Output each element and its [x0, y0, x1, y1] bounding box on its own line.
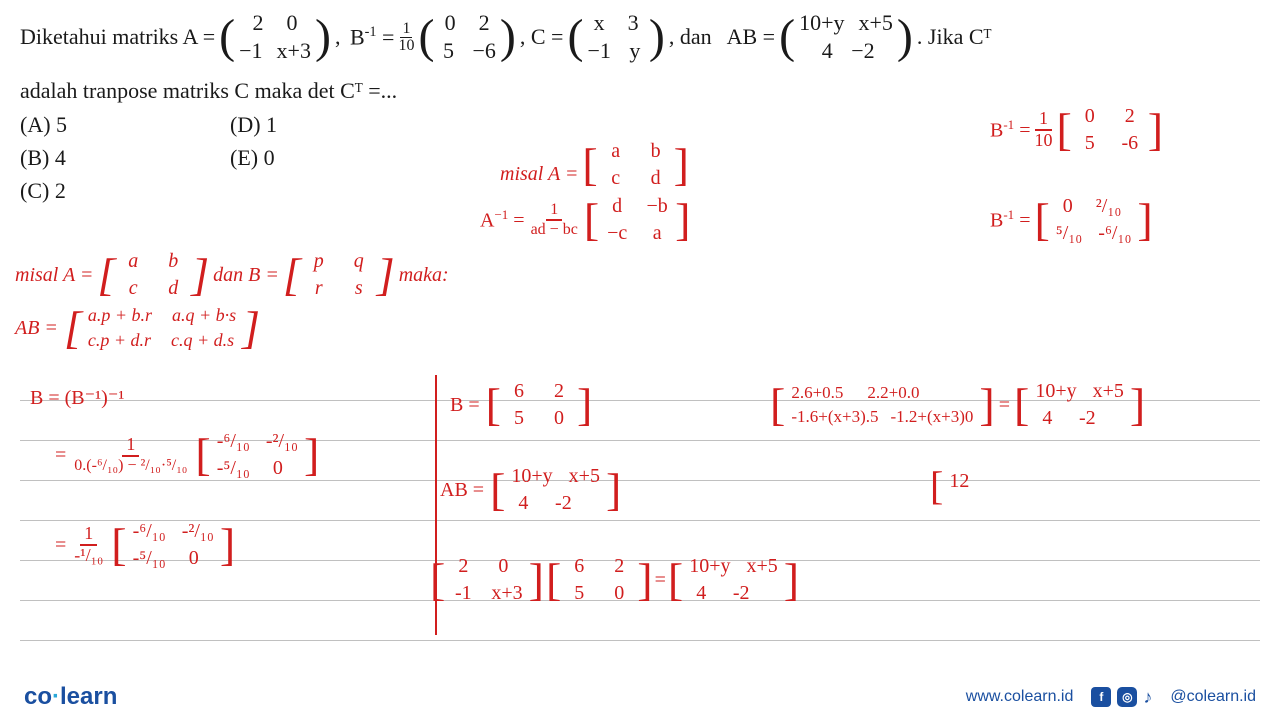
option-C: (C) 2 — [20, 174, 67, 207]
frac-1-10: 110 — [398, 21, 414, 54]
note-Binv-right: B-1 = 110 [025-6] — [990, 105, 1163, 155]
work-expand: [2.6+0.52.2+0.0-1.6+(x+3).5-1.2+(x+3)0] … — [770, 380, 1145, 430]
footer-handle: @colearn.id — [1170, 688, 1256, 706]
footer: co·learn www.colearn.id f ◎ ♪ @colearn.i… — [0, 682, 1280, 712]
note-misalAB: misal A = [abcd] dan B = [pqrs] maka: — [15, 250, 449, 300]
note-ABdef: AB = [a.p + b.ra.q + b·sc.p + d.rc.q + d… — [15, 305, 260, 351]
work-B: B = [6250] — [450, 380, 592, 430]
tail-text: . Jika Cᵀ — [917, 24, 992, 50]
logo-dot: · — [52, 683, 60, 710]
option-E: (E) 0 — [230, 141, 277, 174]
logo: co·learn — [24, 683, 117, 711]
C-label: , C = — [520, 24, 564, 50]
problem-line1: Diketahui matriks A = ( 20 −1x+3 ) , B-1… — [20, 10, 991, 64]
matrix-C: ( x3 −1y ) — [567, 10, 664, 64]
work-twelve: [ 12 — [930, 470, 969, 502]
note-Ainv: A−1 = 1ad − bc [ d−b −ca ] — [480, 195, 690, 245]
instagram-icon: ◎ — [1117, 687, 1137, 707]
tiktok-icon: ♪ — [1143, 687, 1152, 708]
options-col2: (D) 1 (E) 0 — [230, 108, 277, 174]
option-A: (A) 5 — [20, 108, 67, 141]
matrix-AB: ( 10+yx+5 4−2 ) — [779, 10, 913, 64]
work-AB: AB = [10+yx+54-2] — [440, 465, 621, 515]
social-icons: f ◎ ♪ — [1091, 687, 1152, 708]
matrix-A: ( 20 −1x+3 ) — [219, 10, 331, 64]
note-misalA: misal A = [ ab cd ] — [500, 140, 689, 190]
option-B: (B) 4 — [20, 141, 67, 174]
matrix-Binv: ( 02 5−6 ) — [418, 10, 515, 64]
note-Binv-calc: B-1 = [0²/₁₀⁵/₁₀-⁶/₁₀] — [990, 195, 1153, 245]
work-mult: [20-1x+3] [6250] = [10+yx+54-2] — [430, 555, 799, 605]
facebook-icon: f — [1091, 687, 1111, 707]
dan-text: , dan — [669, 24, 723, 50]
options-col1: (A) 5 (B) 4 (C) 2 — [20, 108, 67, 207]
work-l3: = 1-¹/₁₀ [-⁶/₁₀-²/₁₀-⁵/₁₀0] — [55, 520, 235, 570]
option-D: (D) 1 — [230, 108, 277, 141]
logo-co: co — [24, 683, 52, 710]
footer-url: www.colearn.id — [966, 688, 1074, 706]
work-l1: B = (B⁻¹)⁻¹ — [30, 385, 124, 410]
footer-right: www.colearn.id f ◎ ♪ @colearn.id — [966, 687, 1256, 708]
AB-label: AB = — [727, 24, 775, 50]
divider-vertical — [435, 375, 437, 635]
work-l2: = 10.(-⁶/₁₀) − ²/₁₀·⁵/₁₀ [-⁶/₁₀-²/₁₀-⁵/₁… — [55, 430, 319, 480]
problem-line2: adalah tranpose matriks C maka det Cᵀ =.… — [20, 78, 397, 104]
lead-text: Diketahui matriks A = — [20, 24, 215, 50]
logo-learn: learn — [60, 683, 117, 710]
Binv-label: B-1 = — [350, 24, 395, 50]
